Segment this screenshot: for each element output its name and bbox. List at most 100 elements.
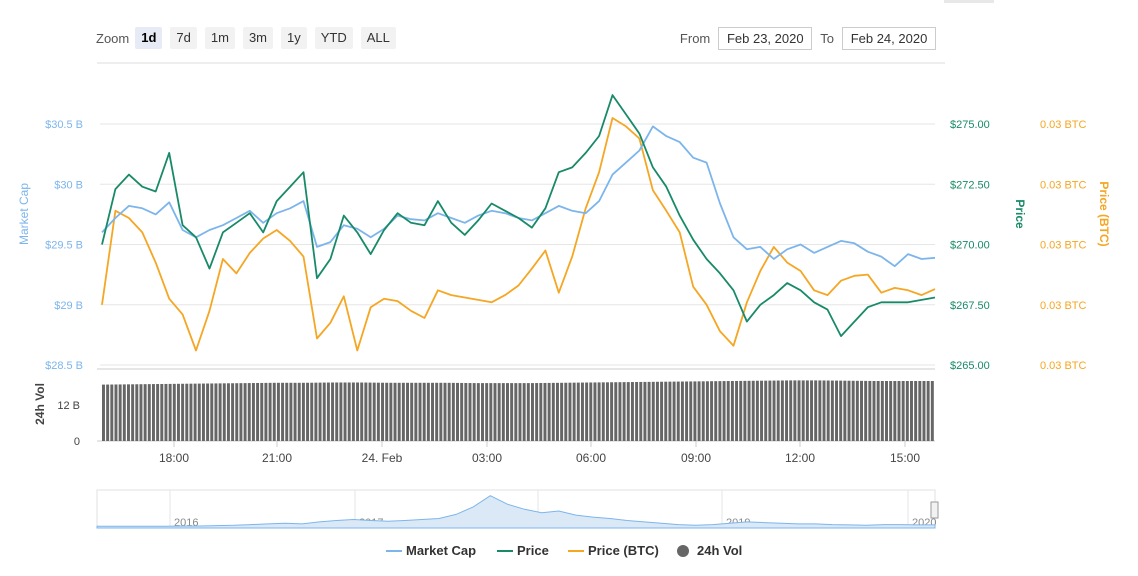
- volume-bar: [668, 381, 672, 441]
- legend-label: Price: [517, 543, 549, 558]
- volume-bar: [460, 382, 464, 441]
- volume-bar: [568, 382, 572, 441]
- to-date-input[interactable]: Feb 24, 2020: [842, 27, 936, 50]
- volume-bar: [485, 383, 489, 441]
- volume-bar: [297, 382, 301, 441]
- zoom-button-3m[interactable]: 3m: [242, 27, 273, 49]
- volume-bar: [397, 382, 401, 441]
- x-tick-label: 12:00: [785, 451, 815, 465]
- volume-bar: [510, 383, 514, 441]
- market-cap-tick-label: $30.5 B: [45, 119, 83, 131]
- from-date-input[interactable]: Feb 23, 2020: [718, 27, 813, 50]
- volume-bar: [701, 381, 705, 441]
- volume-bar: [131, 384, 135, 441]
- volume-bar: [855, 380, 859, 441]
- volume-bar: [218, 383, 222, 441]
- zoom-button-1m[interactable]: 1m: [204, 27, 235, 49]
- volume-bar: [247, 383, 251, 441]
- volume-bar: [860, 380, 863, 441]
- volume-bar: [555, 382, 559, 441]
- zoom-button-7d[interactable]: 7d: [170, 27, 197, 49]
- volume-bar: [389, 382, 393, 441]
- volume-bar: [647, 381, 651, 441]
- volume-bar: [722, 381, 726, 441]
- volume-bar: [614, 382, 618, 441]
- zoom-button-ytd[interactable]: YTD: [314, 27, 353, 49]
- volume-bar: [897, 381, 901, 441]
- volume-bar: [672, 381, 676, 441]
- volume-bar: [206, 383, 210, 441]
- volume-bar: [576, 382, 580, 441]
- volume-bar: [818, 380, 822, 441]
- btc-tick-label: 0.03 BTC: [1040, 119, 1087, 131]
- top-scroll-indicator: [944, 0, 994, 3]
- volume-bar: [106, 384, 110, 441]
- x-tick-label: 15:00: [890, 451, 920, 465]
- volume-bar: [189, 383, 193, 441]
- btc-tick-label: 0.03 BTC: [1040, 300, 1087, 312]
- volume-bar: [489, 383, 493, 441]
- volume-bar: [210, 383, 214, 441]
- volume-bar: [830, 380, 834, 441]
- volume-bar: [626, 382, 630, 441]
- volume-bar: [785, 380, 789, 441]
- volume-bar: [680, 381, 684, 441]
- zoom-button-1d[interactable]: 1d: [135, 27, 163, 49]
- volume-bar: [801, 380, 805, 441]
- zoom-button-1y[interactable]: 1y: [281, 27, 307, 49]
- volume-bar: [664, 381, 668, 441]
- volume-bar: [597, 382, 601, 441]
- volume-bar: [714, 381, 718, 441]
- legend-label: Market Cap: [406, 543, 476, 558]
- volume-bar: [518, 383, 522, 441]
- volume-bar: [580, 382, 584, 441]
- volume-bar: [481, 383, 484, 441]
- volume-bar: [564, 382, 568, 441]
- volume-bar: [439, 382, 443, 441]
- volume-bar: [318, 382, 322, 441]
- volume-bar: [843, 380, 847, 441]
- volume-bar: [726, 381, 730, 441]
- volume-bar: [231, 383, 235, 441]
- volume-bar: [251, 383, 255, 441]
- volume-bar: [451, 382, 455, 441]
- volume-bar: [393, 382, 397, 441]
- x-tick-label: 06:00: [576, 451, 606, 465]
- volume-bar: [401, 382, 405, 441]
- x-tick-label: 21:00: [262, 451, 292, 465]
- btc-tick-label: 0.03 BTC: [1040, 179, 1087, 191]
- volume-bar: [118, 384, 122, 441]
- volume-bar: [610, 382, 614, 441]
- volume-bar: [780, 380, 784, 441]
- volume-bar: [814, 380, 818, 441]
- volume-bar: [847, 380, 851, 441]
- volume-bar: [126, 384, 130, 441]
- volume-bar: [197, 383, 201, 441]
- volume-bar: [360, 382, 364, 441]
- x-tick-label: 09:00: [681, 451, 711, 465]
- zoom-button-all[interactable]: ALL: [360, 27, 396, 49]
- volume-bar: [747, 380, 751, 441]
- volume-bar: [147, 384, 151, 441]
- volume-bar: [322, 382, 326, 441]
- volume-bar: [876, 381, 880, 441]
- volume-bar: [110, 384, 114, 441]
- volume-bar: [593, 382, 597, 441]
- x-tick-label: 18:00: [159, 451, 189, 465]
- volume-bar: [164, 383, 168, 441]
- volume-bar: [739, 380, 743, 441]
- volume-bar: [772, 380, 776, 441]
- navigator-handle: [930, 501, 939, 519]
- volume-bar: [751, 380, 755, 441]
- zoom-toolbar: Zoom 1d 7d 1m 3m 1y YTD ALL: [96, 27, 404, 49]
- volume-bar: [114, 384, 118, 441]
- volume-bar: [193, 383, 197, 441]
- volume-bar: [810, 380, 814, 441]
- volume-bar: [589, 382, 593, 441]
- volume-bar: [343, 382, 347, 441]
- volume-bar: [651, 381, 655, 441]
- volume-bar: [102, 384, 105, 441]
- volume-bar: [710, 381, 714, 441]
- volume-bar: [326, 382, 330, 441]
- volume-bar: [880, 381, 884, 441]
